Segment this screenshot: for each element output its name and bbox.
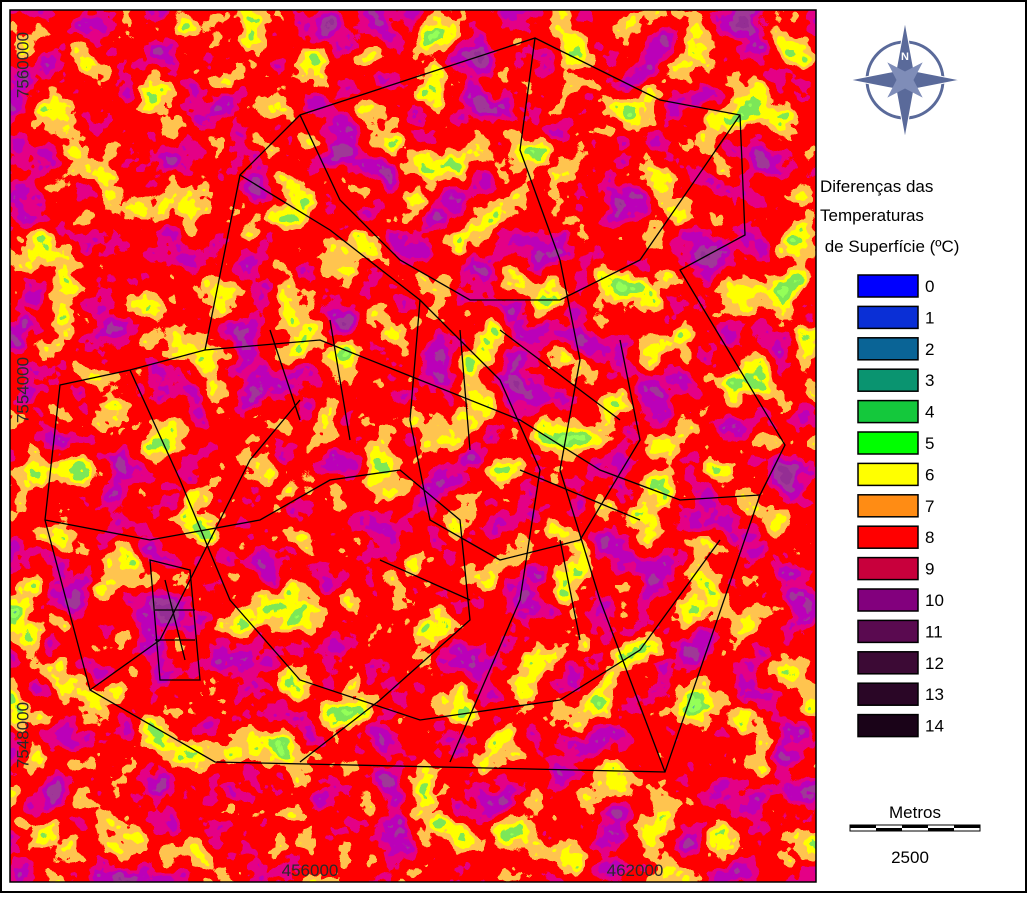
compass-star-inner [887,62,923,98]
x-coordinate-label: 462000 [607,861,664,880]
legend-title: de Superfície (ºC) [820,237,959,256]
scale-seg [876,828,902,831]
legend-swatch [857,556,919,581]
legend-swatch [857,368,919,392]
legend-swatch [857,494,919,518]
legend-label: 12 [925,654,944,673]
district-line [204,339,761,501]
legend-swatch [857,682,919,706]
scale-seg [850,825,876,828]
district-line [44,469,471,763]
legend-label: 0 [925,277,934,296]
district-line [299,114,741,301]
district-line [269,319,641,641]
legend-label: 6 [925,465,934,484]
legend-label: 10 [925,591,944,610]
legend-label: 5 [925,434,934,453]
legend-label: 1 [925,308,934,327]
legend-label: 11 [925,622,943,641]
district-line [239,174,541,763]
x-coordinate-label: 456000 [282,861,339,880]
district-line [89,399,301,691]
city-boundary [44,37,786,773]
legend-swatch [857,619,919,644]
legend-swatch [857,337,919,361]
legend-label: 9 [925,560,934,579]
district-line [149,559,201,681]
legend-swatch [857,525,919,549]
scale-bar: Metros 2500 [849,803,981,867]
legend-swatch [857,588,919,612]
legend-title: Diferenças das [820,177,933,196]
legend-swatch [857,651,919,675]
scale-seg [902,825,928,828]
y-coordinate-label: 7560000 [13,32,32,98]
legend-swatch [857,713,919,738]
legend-label: 7 [925,497,934,516]
compass-north: N [901,51,909,63]
scale-unit: Metros [889,803,941,822]
legend-label: 13 [925,685,944,704]
district-line [409,299,641,561]
district-line [519,37,666,773]
compass: N [849,21,961,139]
legend-swatch [857,305,919,330]
scale-seg [954,825,980,828]
legend-swatch [857,399,919,424]
legend-label: 4 [925,403,934,422]
district-line [129,369,721,721]
y-coordinate-label: 7554000 [13,357,32,423]
legend-label: 8 [925,528,934,547]
legend-swatch [857,462,919,487]
map-frame [9,9,817,883]
legend-label: 14 [925,717,944,736]
legend-swatch [857,274,919,298]
legend-title: Temperaturas [820,206,924,225]
scale-seg [928,828,954,831]
map-raster [10,10,816,882]
scale-length: 2500 [891,848,929,867]
legend-label: 2 [925,340,934,359]
y-coordinate-label: 7548000 [13,702,32,768]
legend-label: 3 [925,371,934,390]
boundaries [44,37,786,773]
temperature-raster [10,10,816,882]
legend-swatch [857,431,919,455]
